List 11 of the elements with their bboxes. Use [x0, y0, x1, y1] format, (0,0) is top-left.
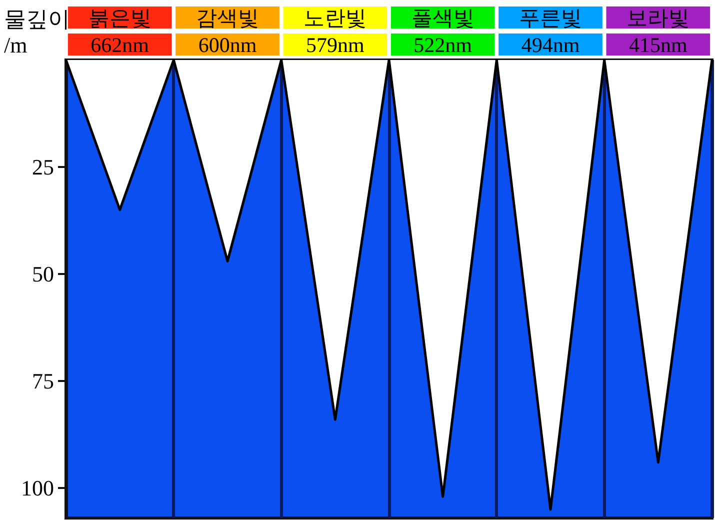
y-tick-label: 75 [32, 368, 54, 394]
y-tick-label: 50 [32, 262, 54, 287]
x-tick-label: 보라빛 415nm [626, 6, 690, 57]
x-tick-label: 풀색빛 522nm [411, 6, 474, 57]
x-tick-label: 감색빛 600nm [196, 6, 259, 57]
y-axis-title: 물깊이 /m [4, 6, 70, 58]
x-tick-label: 붉은빛 662nm [88, 6, 152, 57]
y-tick-label: 25 [32, 154, 54, 180]
x-tick-label: 푸른빛 494nm [519, 6, 582, 57]
x-tick-label: 노란빛 579nm [304, 6, 367, 57]
y-tick-label: 100 [21, 476, 54, 501]
